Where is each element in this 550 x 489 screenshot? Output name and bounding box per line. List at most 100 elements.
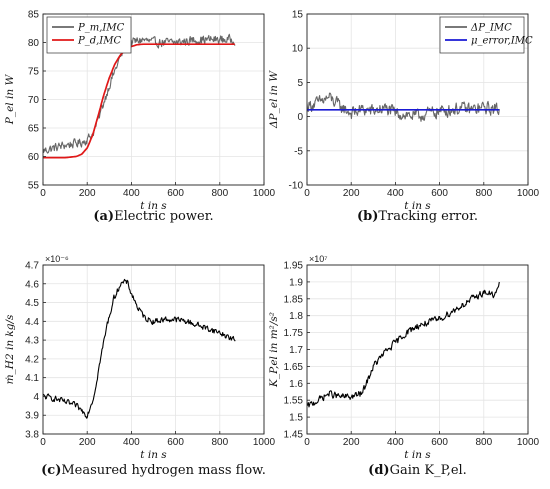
legend-label: ΔP_IMC: [470, 23, 512, 34]
caption-letter: (d): [368, 463, 389, 478]
x-tick-label: 800: [475, 188, 492, 199]
caption-letter: (b): [357, 209, 378, 224]
panel-caption: (a)Electric power.: [93, 209, 213, 224]
y-tick-label: 1.65: [284, 362, 304, 373]
y-tick-label: 60: [28, 152, 40, 163]
y-tick-label: -10: [289, 181, 304, 192]
y-tick-label: 4: [33, 392, 39, 403]
y-tick-label: 4.7: [25, 261, 39, 272]
y-tick-label: 1.6: [289, 379, 303, 390]
y-tick-label: 70: [28, 95, 40, 106]
y-tick-label: 15: [292, 10, 304, 21]
y-axis-label: ΔP_el in W: [268, 70, 280, 129]
y-tick-label: 1.7: [289, 345, 303, 356]
y-tick-label: 1.5: [289, 413, 303, 424]
y-tick-label: 85: [28, 10, 40, 21]
x-tick-label: 0: [304, 188, 310, 199]
x-tick-label: 1000: [517, 437, 540, 448]
legend-box: [439, 16, 525, 54]
y-tick-label: 1.8: [289, 311, 303, 322]
legend-box: [46, 16, 132, 54]
x-tick-label: 400: [387, 437, 404, 448]
x-tick-label: 200: [343, 188, 360, 199]
x-tick-label: 200: [343, 437, 360, 448]
y-tick-label: 1.95: [284, 261, 304, 272]
series-line-1: [307, 281, 500, 408]
panel-caption: (c)Measured hydrogen mass flow.: [41, 463, 266, 478]
x-tick-label: 400: [123, 437, 140, 448]
caption-text: Gain K_P,el.: [390, 463, 467, 478]
panel-caption: (d)Gain K_P,el.: [368, 463, 467, 478]
series-line-1: [43, 278, 236, 419]
y-tick-label: 55: [28, 181, 40, 192]
y-tick-label: 4.1: [25, 373, 39, 384]
x-tick-label: 1000: [517, 188, 540, 199]
series-line-1: [43, 33, 236, 154]
y-tick-label: 5: [297, 78, 303, 89]
y-tick-label: 3.8: [25, 430, 39, 441]
x-tick-label: 600: [431, 437, 448, 448]
chart-hydrogen: 0 200 400 600 800 1000 3.8 3.9 4 4.1 4.2 4.3 4.4 4.5 4…: [4, 254, 276, 478]
caption-letter: (a): [93, 209, 114, 224]
y-exponent: ×10⁷: [309, 254, 328, 264]
y-tick-label: 4.2: [25, 354, 39, 365]
y-axis-label: P_el in W: [4, 74, 16, 126]
x-tick-label: 0: [304, 437, 310, 448]
y-axis-label: ṁ_H2 in kg/s: [4, 314, 16, 384]
x-tick-label: 400: [387, 188, 404, 199]
legend: P_m,IMC P_d,IMC: [46, 16, 132, 54]
x-axis-label: t in s: [140, 200, 167, 212]
legend-label: P_m,IMC: [77, 23, 125, 34]
caption-text: Measured hydrogen mass flow.: [61, 463, 266, 478]
plot-area: [43, 265, 264, 434]
caption-text: Tracking error.: [378, 209, 478, 224]
y-tick-label: 4.3: [25, 336, 39, 347]
y-tick-label: 1.55: [284, 396, 304, 407]
y-tick-label: 80: [28, 38, 40, 49]
axes-frame: [306, 13, 529, 186]
y-tick-label: 10: [292, 44, 304, 55]
series-line-2: [43, 43, 235, 159]
x-axis-label: t in s: [404, 200, 431, 212]
panel-caption: (b)Tracking error.: [357, 209, 478, 224]
x-tick-label: 600: [167, 188, 184, 199]
chart-power: 0 200 400 600 800 1000 55 60 65 70 75 80 85 t in s P_e…: [4, 10, 276, 225]
legend-label: μ_error,IMC: [471, 36, 533, 47]
y-tick-label: 1.9: [289, 277, 303, 288]
y-tick-label: 4.4: [25, 317, 39, 328]
caption-letter: (c): [41, 463, 61, 478]
chart-gain: 0 200 400 600 800 1000 1.45 1.5 1.55 1.6 1.65 1.7 1.…: [268, 254, 540, 478]
caption-text: Electric power.: [114, 209, 214, 224]
x-tick-label: 600: [431, 188, 448, 199]
y-tick-label: 1.85: [284, 294, 304, 305]
y-tick-label: 1.45: [284, 430, 304, 441]
x-axis-label: t in s: [404, 449, 431, 461]
x-tick-label: 0: [40, 437, 46, 448]
legend: ΔP_IMC μ_error,IMC: [439, 16, 533, 54]
x-tick-label: 800: [211, 188, 228, 199]
y-tick-label: 1.75: [284, 328, 304, 339]
x-tick-label: 200: [79, 437, 96, 448]
y-axis-label: K_P,el in m²/s²: [268, 312, 280, 388]
chart-error: 0 200 400 600 800 1000 -10 -5 0 5 10 15 t in s ΔP_el …: [268, 10, 540, 225]
y-tick-label: 75: [28, 67, 40, 78]
x-tick-label: 400: [123, 188, 140, 199]
x-tick-label: 0: [40, 188, 46, 199]
x-axis-label: t in s: [140, 449, 167, 461]
x-tick-label: 800: [475, 437, 492, 448]
y-exponent: ×10⁻⁶: [45, 254, 69, 264]
x-tick-label: 1000: [253, 437, 276, 448]
y-tick-label: 3.9: [25, 411, 39, 422]
series-line-1: [307, 92, 500, 122]
axes-frame: [42, 264, 265, 435]
x-tick-label: 200: [79, 188, 96, 199]
x-tick-label: 1000: [253, 188, 276, 199]
y-tick-label: 0: [297, 112, 303, 123]
x-tick-label: 600: [167, 437, 184, 448]
x-tick-label: 800: [211, 437, 228, 448]
y-tick-label: 65: [28, 124, 40, 135]
y-tick-label: 4.5: [25, 298, 39, 309]
y-tick-label: 4.6: [25, 279, 39, 290]
y-tick-label: -5: [294, 146, 303, 157]
